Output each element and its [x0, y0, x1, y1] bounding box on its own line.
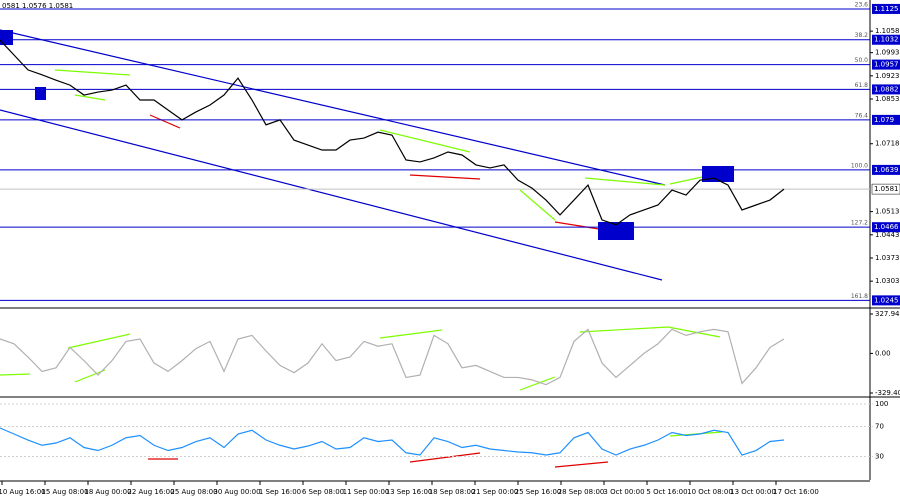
pivot-box	[0, 30, 13, 45]
x-tick-label: 17 Oct 16:00	[773, 488, 819, 496]
price-label-box	[872, 295, 900, 306]
rsi-line	[0, 427, 785, 456]
price-label-box	[872, 59, 900, 70]
channel-upper	[0, 29, 666, 186]
divergence-line	[149, 114, 181, 129]
divergence-line	[667, 326, 721, 338]
y-tick-label: 1.0993	[875, 49, 900, 57]
price-label: 1.079	[874, 116, 894, 124]
divergence-line	[409, 452, 481, 463]
x-tick-label: 10 Oct 08:00	[687, 488, 733, 496]
fib-label: 161.8	[851, 293, 868, 300]
price-label: 1.0245	[874, 296, 899, 304]
price-line	[0, 39, 785, 226]
y-tick-label: 327.9475	[875, 310, 900, 318]
price-label-box	[872, 34, 900, 45]
pivot-box	[35, 87, 46, 100]
x-tick-label: 18 Sep 08:00	[429, 488, 476, 496]
cci-line	[0, 328, 785, 386]
fib-label: 100.0	[851, 162, 868, 169]
x-tick-label: 3 Oct 00:00	[603, 488, 644, 496]
y-tick-label: -329.405	[875, 389, 900, 397]
y-tick-label: 1.0373	[875, 254, 900, 262]
fib-label: 61.8	[855, 82, 869, 89]
x-tick-label: 6 Sep 08:00	[302, 488, 344, 496]
ohlc-text: 0581 1.0576 1.0581	[2, 2, 73, 10]
price-label-box	[872, 222, 900, 233]
x-tick-label: 30 Aug 00:00	[213, 488, 260, 496]
price-label-box	[872, 164, 900, 175]
divergence-line	[519, 376, 556, 391]
price-label: 1.0957	[874, 61, 899, 69]
x-tick-label: 25 Sep 16:00	[515, 488, 562, 496]
x-tick-label: 13 Oct 00:00	[730, 488, 776, 496]
x-tick-label: 22 Aug 16:00	[127, 488, 174, 496]
x-tick-label: 28 Sep 08:00	[558, 488, 605, 496]
x-tick-label: 1 Sep 16:00	[259, 488, 301, 496]
fib-label: 127.2	[851, 220, 868, 227]
price-label-box	[872, 114, 900, 125]
price-label: 1.0466	[874, 223, 899, 231]
divergence-line	[584, 177, 666, 186]
x-tick-label: 5 Oct 16:00	[646, 488, 687, 496]
y-tick-label: 1.0513	[875, 208, 900, 216]
price-label-box	[872, 3, 900, 14]
fib-label: 38.2	[855, 32, 869, 39]
current-price-box	[871, 183, 900, 195]
y-tick-label: 1.0853	[875, 95, 900, 103]
pivot-box	[598, 222, 634, 240]
price-label: 1.0882	[874, 85, 899, 93]
y-tick-label: 0.00	[875, 349, 891, 357]
y-tick-label: 30	[875, 453, 884, 461]
fib-label: 76.4	[855, 112, 869, 119]
divergence-line	[379, 129, 471, 153]
divergence-line	[54, 69, 131, 76]
x-tick-label: 25 Aug 08:00	[170, 488, 217, 496]
y-tick-label: 1.0923	[875, 72, 900, 80]
divergence-line	[0, 373, 31, 376]
divergence-line	[74, 94, 106, 101]
price-label: 1.1125	[874, 5, 899, 13]
y-tick-label: 70	[875, 423, 884, 431]
x-tick-label: 13 Sep 16:00	[386, 488, 433, 496]
y-tick-label: 100	[875, 400, 888, 408]
y-tick-label: 1.0718	[875, 140, 900, 148]
price-label: 1.1032	[874, 36, 899, 44]
divergence-line	[379, 329, 443, 339]
current-price-label: 1.0581	[874, 185, 899, 193]
divergence-line	[74, 369, 106, 383]
channel-lower	[0, 109, 663, 281]
divergence-line	[409, 174, 481, 180]
divergence-line	[554, 461, 609, 468]
y-tick-label: 1.0443	[875, 231, 900, 239]
x-tick-label: 10 Aug 16:00	[0, 488, 46, 496]
fib-label: 23.6	[855, 1, 869, 8]
x-tick-label: 21 Sep 00:00	[472, 488, 519, 496]
price-label: 1.0639	[874, 166, 899, 174]
x-tick-label: 18 Aug 00:00	[84, 488, 131, 496]
fib-label: 50.0	[855, 57, 869, 64]
y-tick-label: 1.1058	[875, 27, 900, 35]
price-label-box	[872, 84, 900, 95]
divergence-line	[67, 333, 131, 349]
divergence-line	[554, 221, 606, 231]
divergence-line	[519, 189, 556, 221]
x-tick-label: 11 Sep 00:00	[343, 488, 390, 496]
divergence-line	[579, 326, 669, 333]
y-tick-label: 1.0303	[875, 277, 900, 285]
x-tick-label: 15 Aug 08:00	[41, 488, 88, 496]
